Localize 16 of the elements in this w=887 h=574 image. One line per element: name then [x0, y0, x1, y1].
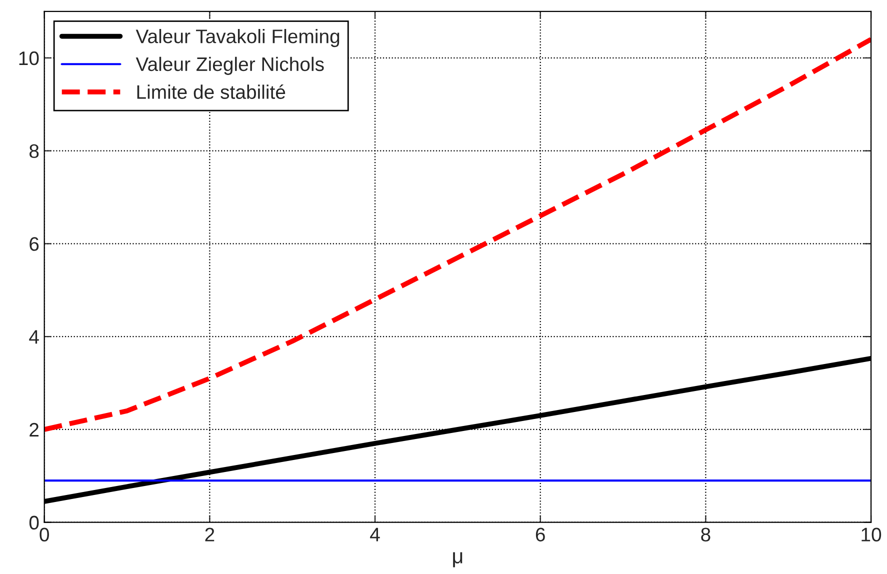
- y-tick-label: 4: [29, 330, 39, 344]
- y-tick-label: 6: [30, 237, 39, 251]
- x-tick-label: 8: [701, 528, 710, 542]
- x-tick-label: 0: [40, 528, 49, 542]
- x-tick-label: 2: [205, 528, 214, 542]
- legend-label: Valeur Tavakoli Fleming: [136, 28, 340, 48]
- x-tick-label: 6: [536, 528, 545, 542]
- y-tick-label: 8: [30, 144, 39, 158]
- x-axis-title: μ: [453, 552, 462, 568]
- legend-label: Valeur Ziegler Nichols: [136, 56, 324, 75]
- y-tick-label: 2: [30, 422, 39, 436]
- y-tick-label: 10: [19, 51, 39, 66]
- y-tick-label: 0: [29, 516, 39, 530]
- x-tick-label: 4: [370, 528, 380, 542]
- legend-label: Limite de stabilité: [137, 84, 286, 99]
- x-tick-label: 10: [862, 528, 882, 542]
